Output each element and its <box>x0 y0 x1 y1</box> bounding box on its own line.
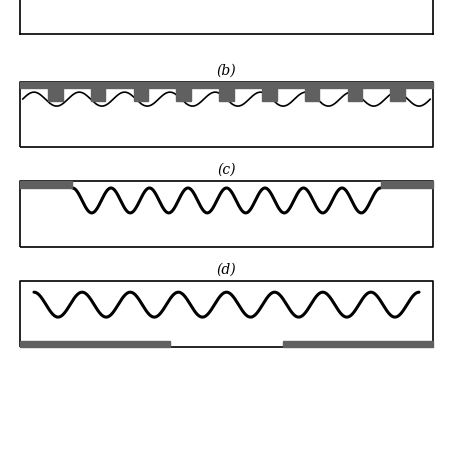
Bar <box>381 181 433 188</box>
Bar <box>219 88 234 101</box>
Text: (b): (b) <box>217 63 236 77</box>
Bar <box>347 88 362 101</box>
Bar <box>177 88 191 101</box>
Bar <box>305 88 319 101</box>
Bar <box>91 88 106 101</box>
Bar <box>20 181 72 188</box>
Bar <box>390 88 405 101</box>
Text: (c): (c) <box>217 163 236 177</box>
Text: (d): (d) <box>217 263 236 276</box>
Bar <box>48 88 63 101</box>
Bar <box>134 88 148 101</box>
Bar <box>283 341 433 347</box>
Bar <box>20 82 433 88</box>
Bar <box>262 88 276 101</box>
Bar <box>20 341 170 347</box>
